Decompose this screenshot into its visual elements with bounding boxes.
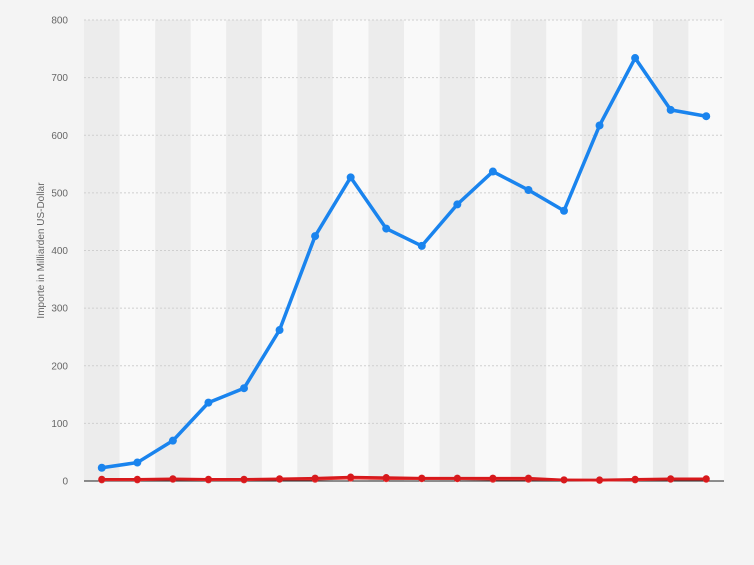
column-band (617, 20, 653, 481)
data-point (347, 473, 355, 481)
data-point (133, 458, 142, 467)
data-point (488, 167, 497, 176)
data-point (453, 474, 461, 482)
horizontal-gridlines (84, 19, 724, 424)
y-axis-tick-labels: 0 100 200 300 400 500 600 700 800 (51, 16, 68, 488)
data-point (560, 476, 568, 484)
y-tick-label: 200 (51, 361, 68, 372)
y-tick-label: 300 (51, 304, 68, 315)
data-point (169, 475, 177, 483)
data-point (275, 326, 284, 335)
data-point (702, 475, 710, 483)
y-tick-label: 400 (51, 246, 68, 257)
data-point (204, 398, 213, 407)
data-point (133, 475, 141, 483)
y-tick-label: 700 (51, 73, 68, 84)
data-point (311, 474, 319, 482)
series-line (100, 475, 708, 482)
data-point (666, 105, 675, 114)
data-point (240, 384, 248, 393)
data-point (596, 476, 604, 484)
y-tick-label: 500 (51, 188, 68, 199)
data-point (631, 54, 640, 63)
data-point (168, 436, 177, 445)
y-tick-label: 600 (51, 131, 68, 142)
data-point (489, 474, 497, 482)
data-point (418, 474, 426, 482)
data-point (524, 185, 533, 194)
data-point (702, 112, 711, 121)
y-tick-label: 0 (62, 477, 68, 488)
data-point (346, 173, 355, 182)
series-line (100, 56, 708, 470)
column-band (261, 20, 298, 481)
data-point (524, 474, 532, 482)
column-band (688, 20, 724, 481)
y-tick-label: 100 (51, 419, 68, 430)
data-point (631, 475, 639, 483)
data-point (417, 241, 426, 250)
data-point (311, 232, 320, 241)
column-band (332, 20, 369, 481)
data-point (453, 200, 462, 209)
y-axis-label: Importe in Milliarden US-Dollar (36, 182, 47, 319)
data-point (595, 121, 604, 130)
data-point (240, 475, 248, 483)
series-lines (97, 54, 711, 484)
data-point (97, 463, 106, 472)
data-point (204, 475, 212, 483)
data-point (382, 474, 390, 482)
y-tick-label: 800 (51, 16, 68, 27)
data-point (276, 475, 284, 483)
data-point (667, 475, 675, 483)
data-point (560, 206, 568, 215)
data-point (382, 224, 391, 233)
data-point (98, 475, 106, 483)
